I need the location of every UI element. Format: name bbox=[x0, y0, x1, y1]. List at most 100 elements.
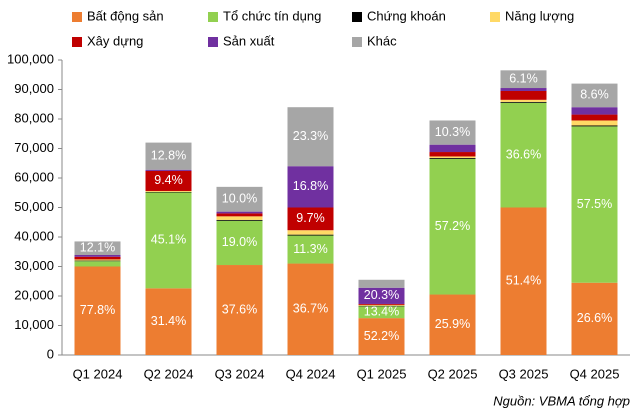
legend-swatch bbox=[72, 12, 82, 22]
bar-segment bbox=[216, 220, 263, 266]
y-tick-label: 10,000 bbox=[14, 317, 54, 332]
bar-segment bbox=[500, 207, 547, 355]
legend-swatch bbox=[352, 37, 362, 47]
legend-label: Khác bbox=[367, 33, 397, 48]
x-tick-label: Q3 2025 bbox=[499, 366, 549, 381]
bar-segment bbox=[429, 157, 476, 159]
bar-segment bbox=[500, 88, 547, 91]
share-label: 20.3% bbox=[364, 288, 399, 302]
legend-label: Tổ chức tín dụng bbox=[223, 8, 321, 23]
share-label: 57.2% bbox=[435, 219, 470, 233]
legend-swatch bbox=[208, 37, 218, 47]
bar-segment bbox=[358, 304, 405, 306]
bar-segment bbox=[145, 169, 192, 171]
bar-segment bbox=[571, 282, 618, 355]
bar-segment bbox=[216, 186, 263, 212]
share-label: 36.6% bbox=[506, 147, 541, 161]
bar-segment bbox=[571, 107, 618, 115]
share-label: 11.3% bbox=[293, 242, 328, 256]
bar-segment bbox=[429, 294, 476, 355]
legend-label: Bất động sản bbox=[87, 8, 164, 23]
share-label: 77.8% bbox=[80, 303, 115, 317]
bar-segment bbox=[74, 254, 121, 257]
share-label: 31.4% bbox=[151, 314, 186, 328]
share-label: 10.3% bbox=[435, 125, 470, 139]
bar-segment bbox=[500, 102, 547, 208]
y-tick-label: 80,000 bbox=[14, 110, 54, 125]
bar-segment bbox=[429, 158, 476, 295]
share-label: 9.4% bbox=[154, 173, 183, 187]
share-label: 23.3% bbox=[293, 129, 328, 143]
bar-segment bbox=[216, 213, 263, 217]
bar-segment bbox=[216, 216, 263, 220]
bar-segment bbox=[145, 142, 192, 170]
x-tick-label: Q4 2024 bbox=[286, 366, 336, 381]
bar-segment bbox=[358, 305, 405, 307]
y-tick-label: 100,000 bbox=[7, 51, 54, 66]
bar-segment bbox=[287, 263, 334, 355]
share-label: 25.9% bbox=[435, 317, 470, 331]
x-tick-label: Q1 2025 bbox=[357, 366, 407, 381]
bar-segment bbox=[74, 256, 121, 260]
y-tick-label: 70,000 bbox=[14, 140, 54, 155]
legend-swatch bbox=[352, 12, 362, 22]
share-label: 6.1% bbox=[509, 71, 538, 85]
bar-segment bbox=[571, 120, 618, 126]
bar-segment bbox=[287, 107, 334, 167]
x-tick-label: Q2 2025 bbox=[428, 366, 478, 381]
legend-label: Chứng khoán bbox=[367, 8, 446, 23]
bar-segment bbox=[358, 303, 405, 305]
share-label: 12.1% bbox=[80, 241, 115, 255]
bar-segment bbox=[216, 265, 263, 355]
bar-segment bbox=[429, 156, 476, 158]
share-label: 8.6% bbox=[580, 88, 609, 102]
legend-swatch bbox=[490, 12, 500, 22]
bar-segment bbox=[287, 230, 334, 235]
bar-segment bbox=[500, 101, 547, 103]
bar-segment bbox=[571, 114, 618, 121]
bar-segment bbox=[429, 144, 476, 153]
bar-segment bbox=[216, 219, 263, 221]
legend-swatch bbox=[208, 12, 218, 22]
y-tick-label: 30,000 bbox=[14, 258, 54, 273]
bar-segment bbox=[571, 126, 618, 283]
bar-segment bbox=[287, 207, 334, 231]
x-tick-label: Q3 2024 bbox=[215, 366, 265, 381]
y-tick-label: 20,000 bbox=[14, 287, 54, 302]
bar-segment bbox=[429, 120, 476, 145]
bar-segment bbox=[74, 266, 121, 355]
share-label: 13.4% bbox=[364, 305, 399, 319]
bar-segment bbox=[74, 259, 121, 261]
y-tick-label: 40,000 bbox=[14, 228, 54, 243]
y-tick-label: 60,000 bbox=[14, 169, 54, 184]
legend-label: Xây dựng bbox=[87, 33, 143, 48]
bar-segment bbox=[145, 190, 192, 192]
share-label: 37.6% bbox=[222, 302, 257, 316]
bar-segment bbox=[358, 318, 405, 355]
bar-segment bbox=[571, 125, 618, 127]
x-tick-label: Q1 2024 bbox=[73, 366, 123, 381]
bar-segment bbox=[287, 234, 334, 236]
y-tick-label: 0 bbox=[47, 346, 54, 361]
legend-label: Năng lượng bbox=[505, 8, 574, 23]
bar-segment bbox=[429, 152, 476, 157]
bar-segment bbox=[500, 70, 547, 89]
bar-segment bbox=[358, 306, 405, 319]
bar-segment bbox=[358, 279, 405, 288]
share-label: 16.8% bbox=[293, 179, 328, 193]
bar-segment bbox=[500, 99, 547, 102]
share-label: 45.1% bbox=[151, 233, 186, 247]
bar-segment bbox=[74, 241, 121, 255]
share-label: 10.0% bbox=[222, 192, 257, 206]
share-label: 12.8% bbox=[151, 148, 186, 162]
bar-segment bbox=[358, 287, 405, 304]
bar-segment bbox=[216, 211, 263, 214]
x-tick-label: Q2 2024 bbox=[144, 366, 194, 381]
share-label: 9.7% bbox=[296, 211, 325, 225]
share-label: 57.5% bbox=[577, 197, 612, 211]
bar-segment bbox=[571, 83, 618, 108]
bar-segment bbox=[74, 261, 121, 267]
x-tick-label: Q4 2025 bbox=[570, 366, 620, 381]
